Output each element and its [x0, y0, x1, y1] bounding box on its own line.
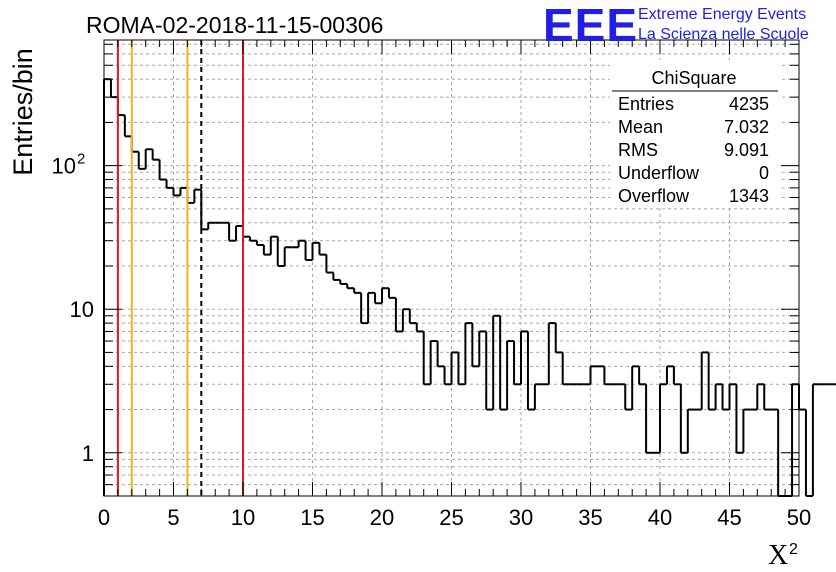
- x-tick-label: 40: [648, 505, 672, 530]
- y-tick-label: 10: [52, 154, 76, 179]
- y-tick-label-exponent: 2: [77, 151, 85, 168]
- x-axis-label: X 2: [768, 540, 798, 571]
- axis-ticks: [103, 40, 800, 497]
- stats-label-underflow: Underflow: [618, 163, 700, 183]
- stats-value-rms: 9.091: [724, 140, 769, 160]
- stats-box: ChiSquare Entries 4235 Mean 7.032 RMS 9.…: [610, 60, 780, 208]
- x-tick-label: 50: [787, 505, 811, 530]
- stats-value-underflow: 0: [759, 163, 769, 183]
- x-tick-label: 25: [439, 505, 463, 530]
- x-tick-label: 10: [231, 505, 255, 530]
- stats-value-overflow: 1343: [729, 186, 769, 206]
- x-axis-label-base: X: [768, 540, 788, 571]
- stats-title: ChiSquare: [651, 68, 736, 88]
- x-tick-label: 45: [717, 505, 741, 530]
- chart-title: ROMA-02-2018-11-15-00306: [86, 12, 383, 38]
- stats-label-rms: RMS: [618, 140, 658, 160]
- eee-logo: EEE Extreme Energy Events La Scienza nel…: [543, 0, 809, 51]
- y-axis-label: Entries/bin: [8, 48, 38, 176]
- stats-value-entries: 4235: [729, 94, 769, 114]
- y-tick-label: 1: [82, 441, 94, 466]
- x-axis-label-superscript: 2: [789, 541, 798, 558]
- x-tick-label: 15: [300, 505, 324, 530]
- x-tick-label: 0: [98, 505, 110, 530]
- vertical-cut-lines: [116, 40, 244, 496]
- stats-label-overflow: Overflow: [618, 186, 690, 206]
- stats-label-entries: Entries: [618, 94, 674, 114]
- stats-box-background: [610, 60, 780, 208]
- y-tick-label: 10: [70, 297, 94, 322]
- stats-value-mean: 7.032: [724, 117, 769, 137]
- x-tick-label: 30: [509, 505, 533, 530]
- x-tick-label: 5: [167, 505, 179, 530]
- x-tick-label: 35: [578, 505, 602, 530]
- logo-line-1: Extreme Energy Events: [638, 6, 806, 23]
- x-tick-label: 20: [370, 505, 394, 530]
- stats-label-mean: Mean: [618, 117, 663, 137]
- logo-mark: EEE: [543, 0, 638, 51]
- logo-line-2: La Scienza nelle Scuole: [638, 26, 809, 43]
